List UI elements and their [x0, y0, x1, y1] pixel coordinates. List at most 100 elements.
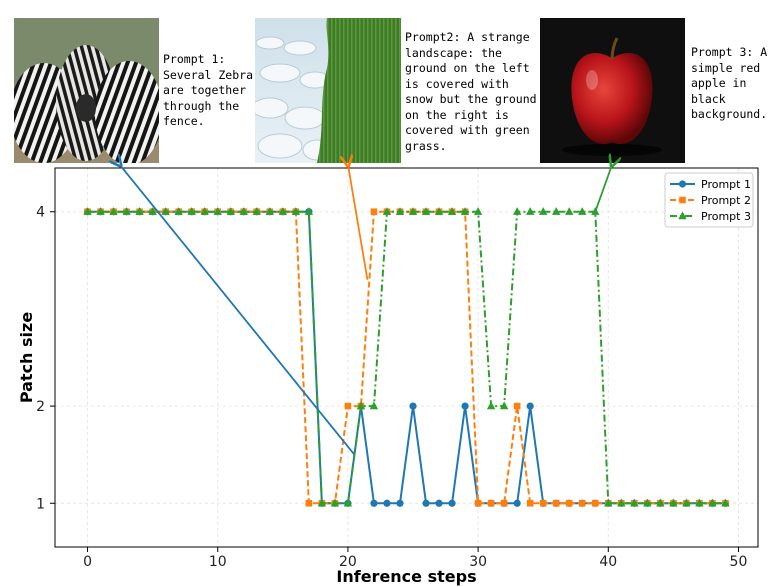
data-point — [343, 498, 353, 507]
x-tick-label: 40 — [599, 554, 617, 570]
zebra-image — [14, 18, 159, 163]
data-point — [486, 401, 496, 410]
landscape-image — [255, 18, 401, 163]
data-point — [239, 207, 248, 215]
data-point — [396, 499, 404, 507]
data-point — [630, 498, 639, 507]
data-point — [721, 498, 730, 507]
data-point — [513, 499, 521, 507]
data-point — [617, 498, 626, 507]
data-point — [370, 208, 378, 216]
annotation-arrow-prompt-2 — [348, 165, 369, 280]
data-point — [278, 207, 288, 215]
legend-marker — [678, 211, 687, 220]
data-point — [461, 402, 469, 410]
data-point — [408, 207, 418, 215]
prompt-1-caption: Prompt 1: Several Zebra are together thr… — [163, 52, 254, 128]
data-point — [565, 207, 574, 215]
data-point — [174, 207, 183, 215]
data-point — [305, 499, 313, 507]
series-line-prompt-1 — [87, 210, 726, 505]
data-point — [395, 207, 405, 215]
data-point — [421, 207, 431, 215]
plot-frame — [54, 167, 759, 548]
data-point — [200, 207, 209, 215]
legend-label: Prompt 1 — [701, 178, 751, 191]
legend-label: Prompt 3 — [701, 210, 751, 223]
data-point — [565, 499, 573, 507]
data-point — [708, 498, 717, 507]
data-point — [499, 401, 509, 410]
data-point — [382, 207, 392, 215]
data-point — [538, 207, 548, 215]
x-tick-label: 30 — [469, 554, 487, 570]
data-point — [474, 499, 482, 507]
legend-marker — [679, 196, 686, 204]
data-point — [591, 499, 599, 507]
data-point — [656, 498, 665, 507]
data-point — [473, 207, 483, 215]
x-tick-label: 50 — [730, 554, 748, 570]
data-point — [370, 499, 378, 507]
data-point — [552, 207, 561, 215]
data-point — [604, 498, 613, 507]
data-point — [526, 499, 534, 507]
data-point — [265, 207, 275, 215]
data-point — [344, 402, 352, 410]
y-tick-label: 1 — [36, 496, 45, 512]
apple-image — [540, 18, 685, 163]
data-point — [356, 401, 366, 410]
data-point — [330, 498, 340, 507]
data-point — [552, 499, 560, 507]
data-point — [435, 499, 443, 507]
data-point — [578, 207, 587, 215]
y-axis-label: Patch size — [17, 312, 36, 404]
y-axis-ticks: 1 2 4 — [36, 205, 55, 512]
data-point — [513, 402, 521, 410]
data-point — [434, 207, 444, 215]
legend-label: Prompt 2 — [701, 194, 751, 207]
data-point — [226, 207, 235, 215]
data-point — [291, 207, 301, 215]
x-tick-label: 20 — [339, 554, 357, 570]
data-point — [409, 402, 417, 410]
data-point — [187, 207, 196, 215]
data-point — [695, 498, 704, 507]
series-prompt-1 — [83, 208, 730, 507]
x-tick-label: 0 — [83, 554, 92, 570]
data-point — [122, 207, 131, 215]
y-tick-label: 4 — [36, 205, 45, 221]
data-point — [669, 498, 678, 507]
legend-box — [664, 172, 754, 228]
prompt-3-caption: Prompt 3: A simple red apple in black ba… — [691, 45, 768, 121]
data-point — [383, 499, 391, 507]
data-point — [682, 498, 691, 507]
data-point — [448, 499, 456, 507]
series-prompt-3 — [83, 207, 730, 507]
data-point — [526, 402, 534, 410]
data-point — [252, 207, 261, 215]
data-point — [460, 207, 470, 215]
legend-marker — [678, 180, 687, 188]
y-tick-label: 2 — [36, 399, 45, 415]
data-point — [578, 499, 586, 507]
x-axis-ticks: 0 10 20 30 40 50 — [83, 547, 747, 570]
data-point — [96, 207, 105, 215]
data-point — [500, 499, 508, 507]
x-axis-label: Inference steps — [336, 567, 476, 586]
annotation-arrow-prompt-3 — [594, 165, 612, 213]
data-point — [525, 207, 535, 215]
grid-lines — [55, 168, 758, 547]
data-point — [83, 207, 92, 215]
data-point — [213, 207, 222, 215]
data-point — [317, 498, 327, 507]
data-point — [539, 499, 547, 507]
legend: Prompt 1 Prompt 2 Prompt 3 — [664, 172, 754, 228]
data-point — [447, 207, 457, 215]
data-point — [487, 499, 495, 507]
data-point — [161, 207, 170, 215]
data-point — [304, 207, 314, 215]
annotation-arrow-prompt-1 — [120, 165, 356, 456]
data-point — [643, 498, 652, 507]
data-point — [135, 207, 144, 215]
